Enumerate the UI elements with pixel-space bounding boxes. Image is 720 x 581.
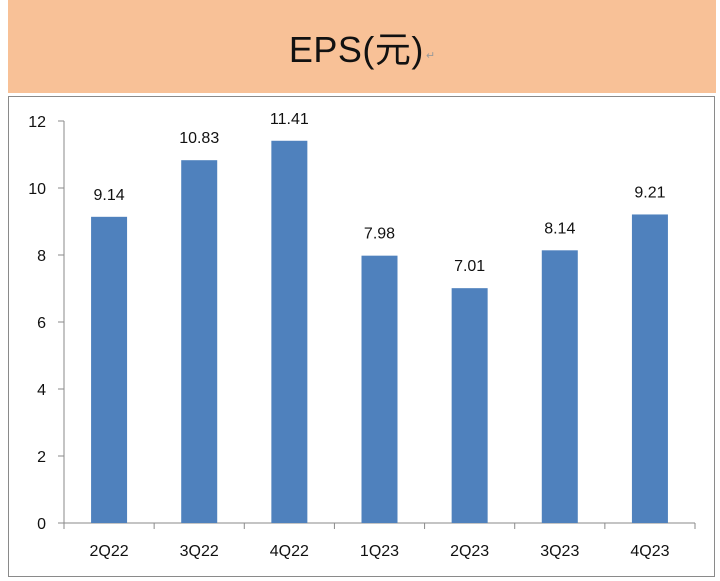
y-tick-label: 8: [37, 248, 46, 265]
chart-title: EPS(元): [288, 28, 424, 70]
bars: [91, 140, 668, 524]
bar-4q23: [631, 214, 668, 523]
y-tick-label: 6: [37, 315, 46, 332]
data-label-1q23: 7.98: [364, 226, 395, 243]
data-labels: 9.14 10.83 11.41 7.98 7.01 8.14 9.21: [94, 111, 666, 275]
x-tick-label: 4Q22: [270, 543, 309, 560]
y-tick-label: 4: [37, 382, 46, 399]
y-tick-label: 12: [28, 114, 46, 131]
bar-1q23: [361, 255, 398, 524]
x-tick-label: 1Q23: [360, 543, 399, 560]
y-axis: 0 2 4 6 8 10 12: [28, 114, 65, 533]
x-axis: 2Q22 3Q22 4Q22 1Q23 2Q23 3Q23 4Q23: [63, 522, 696, 560]
data-label-3q22: 10.83: [179, 130, 219, 147]
y-tick-label: 0: [37, 516, 46, 533]
bar-4q22: [271, 140, 308, 523]
data-label-2q23: 7.01: [454, 258, 485, 275]
x-tick-label: 3Q22: [180, 543, 219, 560]
x-tick-label: 3Q23: [540, 543, 579, 560]
bar-2q23: [451, 288, 488, 523]
data-label-3q23: 8.14: [544, 220, 575, 237]
chart-title-banner: EPS(元) ↵: [8, 0, 716, 93]
y-tick-label: 10: [28, 181, 46, 198]
data-label-4q22: 11.41: [270, 111, 309, 128]
bar-3q22: [181, 160, 218, 523]
bar-3q23: [541, 250, 578, 523]
bar-2q22: [91, 216, 128, 523]
data-label-4q23: 9.21: [634, 184, 665, 201]
x-tick-label: 2Q23: [450, 543, 489, 560]
data-label-2q22: 9.14: [94, 187, 125, 204]
paragraph-mark-icon: ↵: [425, 50, 436, 62]
y-tick-label: 2: [37, 449, 46, 466]
x-tick-label: 4Q23: [630, 543, 669, 560]
x-tick-label: 2Q22: [90, 543, 129, 560]
